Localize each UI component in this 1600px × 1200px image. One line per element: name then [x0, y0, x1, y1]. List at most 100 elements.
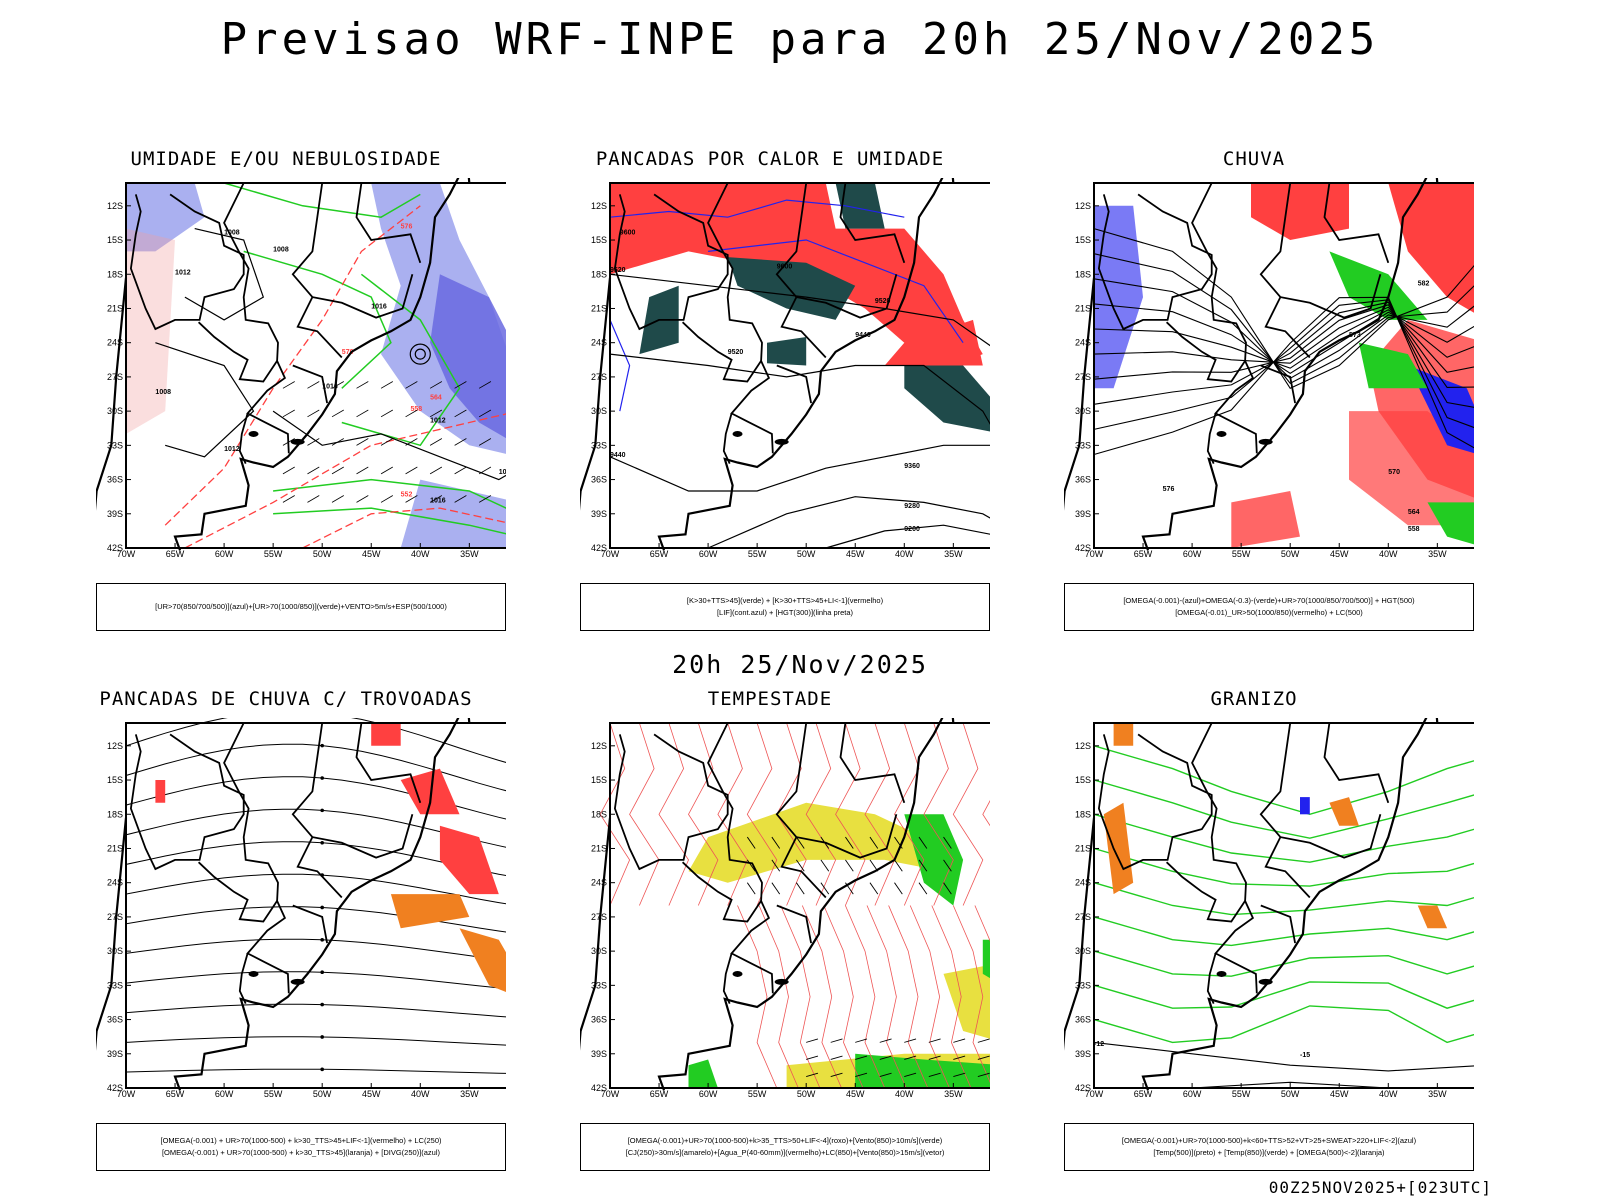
wind-vector — [771, 882, 781, 895]
panel-umidade: UMIDADE E/OU NEBULOSIDADE 1008 1008 1012 10… — [66, 148, 506, 638]
wind-vector — [918, 882, 928, 895]
panel-chuva: CHUVA 582 576 570 564 558 573 12S 15S 18S 21S 24S 2… — [1034, 148, 1474, 638]
streamline-arrow — [320, 840, 324, 845]
contour-label: 1008 — [273, 246, 289, 253]
country-border — [707, 182, 774, 454]
omega-orange — [1103, 802, 1134, 895]
lat-label: 42S — [591, 543, 607, 553]
lat-label: 27S — [107, 372, 123, 382]
lat-label: 33S — [107, 440, 123, 450]
lake — [732, 970, 743, 977]
legend-line: [K>30+TTS>45](verde) + [K>30+TTS>45+LI<-… — [686, 596, 884, 605]
country-border — [775, 722, 898, 859]
lat-label: 15S — [591, 775, 607, 785]
wind-vector — [943, 859, 952, 872]
lon-label: 35W — [460, 1089, 479, 1099]
plot-frame — [1093, 182, 1474, 549]
wind-vector — [746, 836, 756, 849]
isotach — [952, 722, 984, 906]
wind-vector — [356, 409, 369, 418]
storm-red — [439, 825, 499, 895]
country-border — [1264, 296, 1311, 359]
wind-vector — [282, 466, 295, 475]
wind-vector — [928, 1072, 941, 1078]
country-border — [296, 836, 343, 899]
isotach — [823, 905, 864, 1089]
lat-label: 39S — [1075, 1049, 1091, 1059]
lagoa-mirim — [290, 438, 305, 445]
storm-orange — [390, 894, 470, 929]
wind-vector — [356, 438, 369, 446]
country-border — [1191, 722, 1258, 994]
lon-label: 40W — [411, 1089, 430, 1099]
lat-label: 21S — [107, 303, 123, 313]
wind-vector — [977, 1055, 990, 1060]
country-border — [1206, 953, 1217, 1004]
lat-label: 39S — [107, 509, 123, 519]
wind-vector — [282, 409, 295, 418]
streamline — [125, 1068, 506, 1074]
rain-red — [1388, 183, 1474, 313]
country-border — [1323, 182, 1390, 264]
country-border — [129, 193, 245, 331]
temp850-contour — [1093, 779, 1474, 839]
temp850-contour — [1093, 916, 1474, 947]
legend-line: [OMEGA(-0.001)+UR>70(1000-500)+k<60+TTS>… — [1121, 1136, 1417, 1145]
streamline-arrow — [320, 905, 324, 910]
rain-green — [1358, 342, 1428, 389]
wind-vector — [405, 381, 418, 389]
contour-label: 9520 — [875, 298, 891, 305]
lat-label: 15S — [1075, 775, 1091, 785]
wind-vector — [331, 438, 344, 446]
isotach — [780, 905, 821, 1089]
wind-vector — [928, 1038, 941, 1043]
isotach — [737, 905, 778, 1089]
lat-label: 33S — [1075, 980, 1091, 990]
coastline-west — [1064, 277, 1096, 511]
wind-vector — [405, 495, 418, 503]
lon-label: 45W — [846, 549, 865, 559]
country-border — [722, 413, 733, 464]
contour-label: 9600 — [777, 264, 793, 271]
country-border — [296, 296, 343, 359]
lat-label: 42S — [591, 1083, 607, 1093]
contour-label: 582 — [1418, 281, 1430, 288]
lat-label: 15S — [591, 235, 607, 245]
wind-vector — [806, 1055, 819, 1060]
lat-label: 33S — [1075, 440, 1091, 450]
omega-orange — [1113, 723, 1134, 746]
temp850-contour — [1093, 981, 1474, 1009]
panel-title: CHUVA — [1222, 148, 1286, 170]
instability-green — [904, 365, 990, 432]
wind-vector — [454, 466, 467, 475]
lake — [1216, 430, 1227, 437]
lon-label: 60W — [699, 1089, 718, 1099]
country-border — [1260, 364, 1296, 404]
wind-vector — [331, 495, 344, 503]
streamline — [125, 1003, 506, 1018]
wind-vector — [869, 882, 879, 895]
hail-blue — [1300, 797, 1310, 815]
country-border — [291, 722, 414, 859]
coastline — [657, 718, 955, 1091]
lon-label: 65W — [1134, 549, 1153, 559]
wind-vector — [380, 409, 394, 418]
contour-label: 570 — [1388, 469, 1400, 476]
wind-vector — [806, 1038, 819, 1043]
lon-label: 70W — [117, 549, 136, 559]
instability-red — [884, 319, 983, 366]
lat-label: 21S — [1075, 303, 1091, 313]
wind-vector — [894, 882, 903, 895]
streamline-arrow — [320, 1067, 324, 1072]
wind-vector — [356, 495, 369, 503]
instability-green — [835, 183, 885, 229]
lat-label: 12S — [1075, 741, 1091, 751]
coastline-west — [96, 277, 128, 511]
legend-line: [OMEGA(-0.001)-(azul)+OMEGA(-0.3)-(verde… — [1123, 596, 1415, 605]
wind-vector — [429, 495, 443, 503]
legend-box: [OMEGA(-0.001)+UR>70(1000-500)+k>35_TTS>… — [580, 1123, 990, 1171]
legend-line: [LIF](cont.azul) + [HGT(300)](linha pret… — [716, 608, 854, 617]
wind-vector — [855, 1055, 868, 1060]
wind-vector — [405, 409, 418, 418]
lon-label: 50W — [1281, 1089, 1300, 1099]
